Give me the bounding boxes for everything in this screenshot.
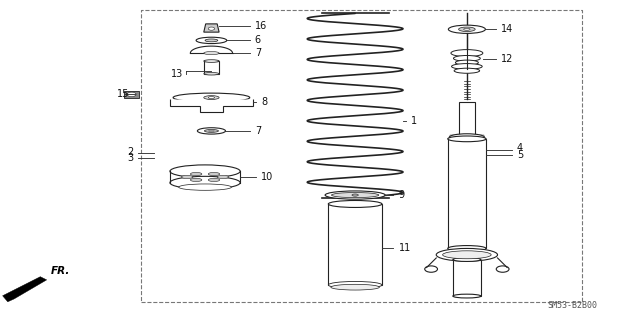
Bar: [204, 61, 219, 74]
Ellipse shape: [443, 251, 491, 259]
Ellipse shape: [179, 184, 232, 190]
Ellipse shape: [452, 63, 482, 69]
Text: 7: 7: [255, 126, 261, 136]
Circle shape: [127, 92, 136, 97]
Text: 12: 12: [500, 55, 513, 64]
Ellipse shape: [209, 130, 214, 131]
Text: 9: 9: [399, 190, 404, 200]
Ellipse shape: [170, 165, 240, 178]
Ellipse shape: [331, 284, 380, 290]
Ellipse shape: [208, 172, 220, 175]
Text: 8: 8: [261, 97, 268, 107]
Ellipse shape: [204, 60, 219, 62]
Text: 2: 2: [127, 146, 134, 157]
Text: 15: 15: [117, 89, 130, 100]
Bar: [450, 135, 484, 142]
Bar: [453, 260, 481, 296]
Ellipse shape: [436, 249, 497, 261]
Ellipse shape: [190, 172, 202, 175]
Ellipse shape: [328, 281, 382, 288]
Ellipse shape: [173, 93, 250, 102]
Polygon shape: [3, 277, 47, 302]
Text: 14: 14: [500, 24, 513, 34]
Ellipse shape: [449, 25, 485, 33]
Ellipse shape: [204, 96, 219, 100]
Ellipse shape: [204, 130, 218, 132]
Text: 5: 5: [516, 150, 523, 160]
Ellipse shape: [170, 176, 240, 189]
Ellipse shape: [196, 37, 227, 44]
Bar: [328, 204, 382, 285]
Text: 11: 11: [399, 243, 411, 253]
Text: FR.: FR.: [51, 266, 70, 276]
Bar: [448, 139, 486, 249]
Text: 10: 10: [261, 172, 273, 182]
Circle shape: [208, 27, 214, 30]
Ellipse shape: [204, 51, 219, 55]
Ellipse shape: [208, 97, 214, 99]
Ellipse shape: [204, 72, 219, 75]
Ellipse shape: [328, 200, 382, 207]
Ellipse shape: [464, 28, 470, 30]
Ellipse shape: [451, 50, 483, 56]
Ellipse shape: [453, 258, 481, 262]
Ellipse shape: [454, 68, 479, 73]
Ellipse shape: [332, 193, 379, 197]
Text: 4: 4: [516, 143, 523, 153]
Ellipse shape: [448, 136, 486, 142]
Polygon shape: [170, 99, 253, 112]
Text: 1: 1: [412, 116, 417, 126]
Text: SM53-B2B00: SM53-B2B00: [547, 301, 597, 310]
Ellipse shape: [197, 128, 225, 134]
Text: 6: 6: [255, 35, 261, 45]
Text: 7: 7: [255, 48, 261, 58]
Ellipse shape: [456, 60, 478, 65]
Text: 13: 13: [171, 69, 183, 79]
Ellipse shape: [459, 27, 475, 32]
Ellipse shape: [208, 178, 220, 182]
Ellipse shape: [325, 191, 385, 199]
Text: 16: 16: [255, 21, 267, 31]
Ellipse shape: [205, 39, 218, 42]
Ellipse shape: [190, 178, 202, 182]
Ellipse shape: [217, 175, 228, 179]
Bar: [459, 102, 475, 140]
Ellipse shape: [453, 294, 481, 298]
Ellipse shape: [454, 56, 480, 61]
Ellipse shape: [449, 134, 484, 141]
Bar: [124, 91, 140, 98]
Ellipse shape: [181, 175, 193, 179]
Ellipse shape: [352, 194, 358, 196]
Ellipse shape: [448, 246, 486, 251]
Text: 3: 3: [127, 153, 134, 163]
Polygon shape: [204, 24, 219, 32]
